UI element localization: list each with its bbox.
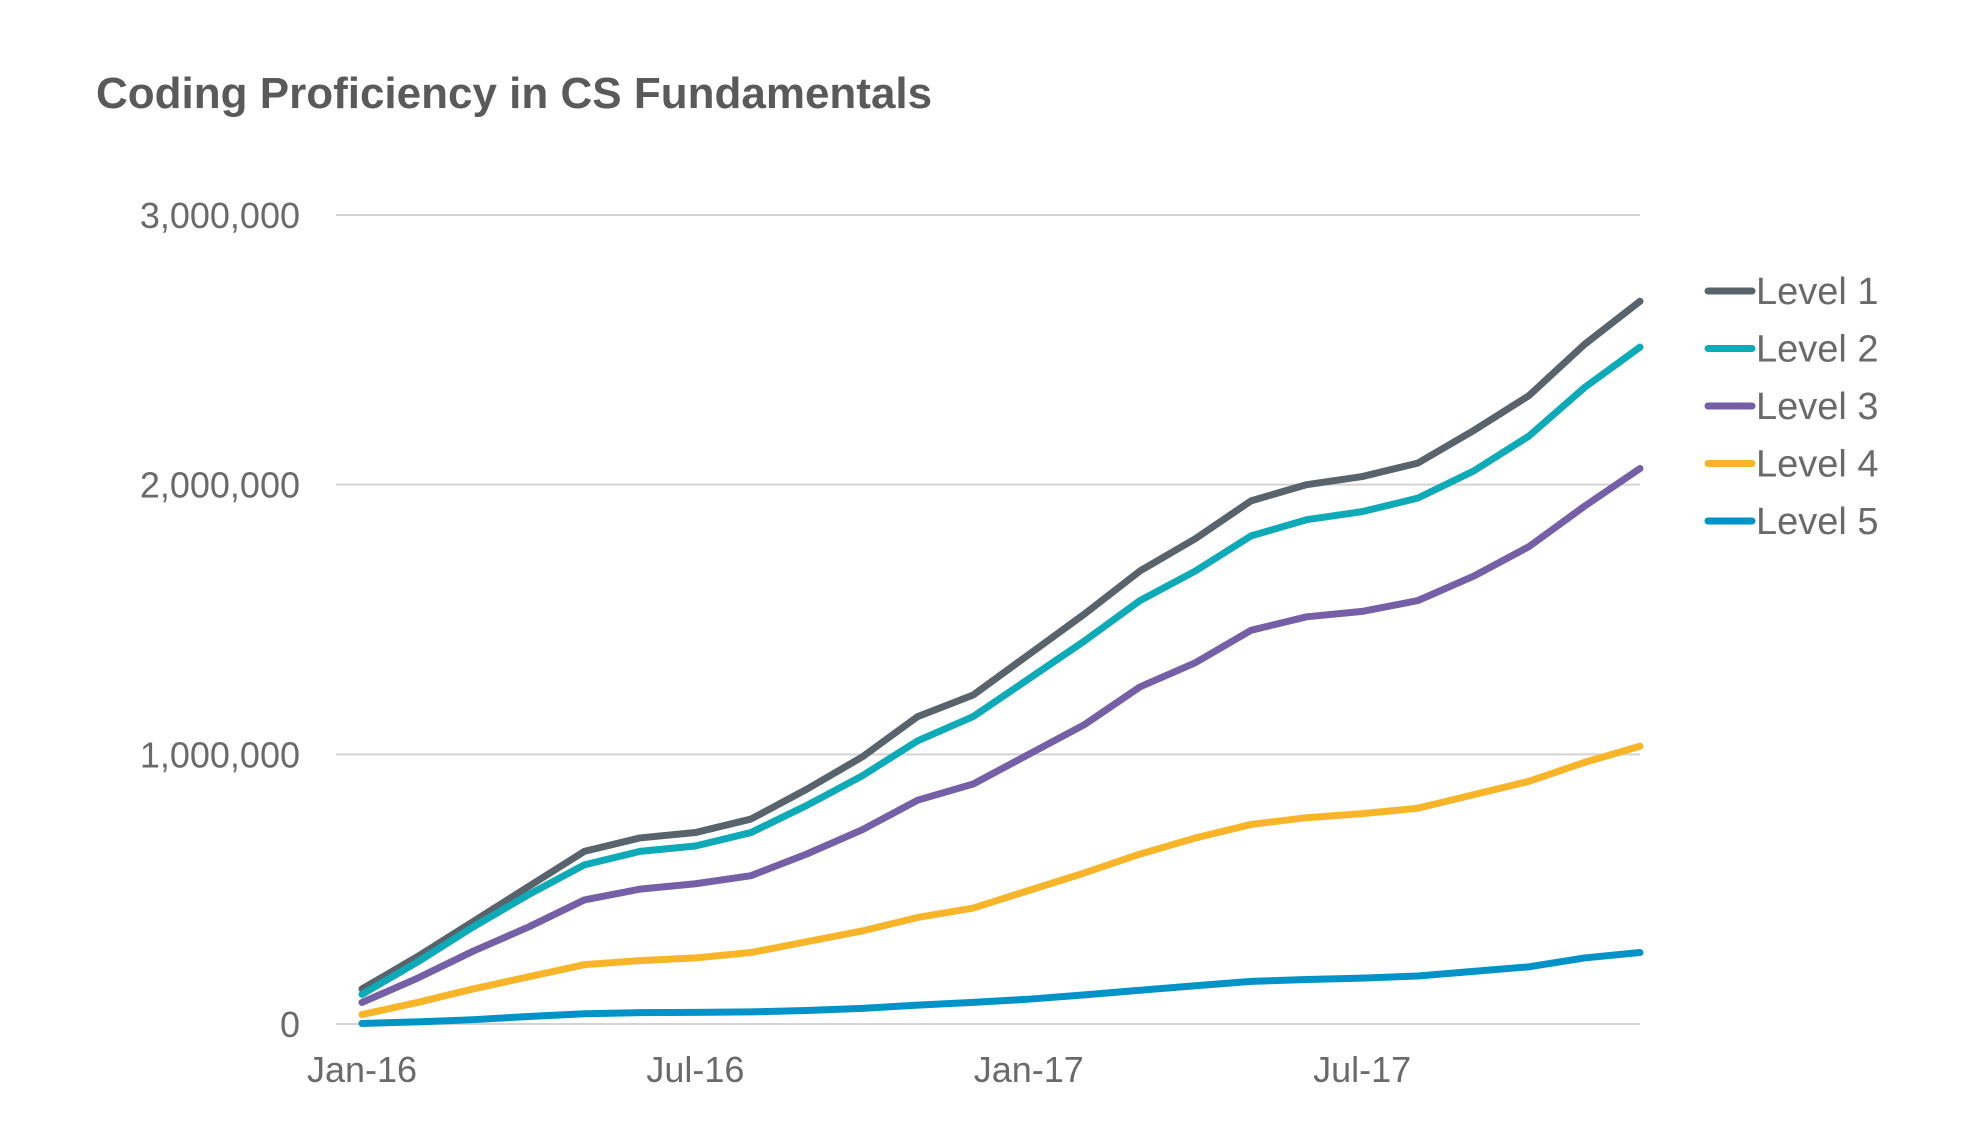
y-tick-label: 2,000,000 (140, 465, 300, 506)
series-line-level-2 (358, 343, 1644, 998)
series-line-level-1 (358, 297, 1644, 993)
legend-label: Level 4 (1756, 444, 1879, 486)
y-tick-label: 0 (280, 1004, 300, 1045)
chart-title: Coding Proficiency in CS Fundamentals (96, 69, 932, 118)
legend-layer: Level 1 Level 2 Level 3 Level 4 Level 5 (1704, 271, 1879, 543)
legend-label: Level 2 (1756, 329, 1879, 371)
legend-label: Level 1 (1756, 271, 1879, 313)
grid-layer (336, 214, 1640, 1025)
x-tick-label: Jul-17 (1313, 1049, 1411, 1090)
series-line-level-3 (358, 464, 1644, 1006)
x-tick-label: Jan-17 (974, 1049, 1084, 1090)
legend-label: Level 3 (1756, 386, 1879, 428)
series-line-level-4 (358, 742, 1644, 1019)
y-tick-label: 1,000,000 (140, 734, 300, 775)
x-tick-label: Jul-16 (646, 1049, 744, 1090)
y-tick-label: 3,000,000 (140, 195, 300, 236)
x-tick-label: Jan-16 (307, 1049, 417, 1090)
series-line-level-5 (358, 949, 1644, 1027)
legend-label: Level 5 (1756, 501, 1879, 543)
axis-layer: 0 1,000,000 2,000,000 3,000,000 Jan-16 Jul-16… (140, 195, 1411, 1090)
series-layer (358, 297, 1644, 1027)
